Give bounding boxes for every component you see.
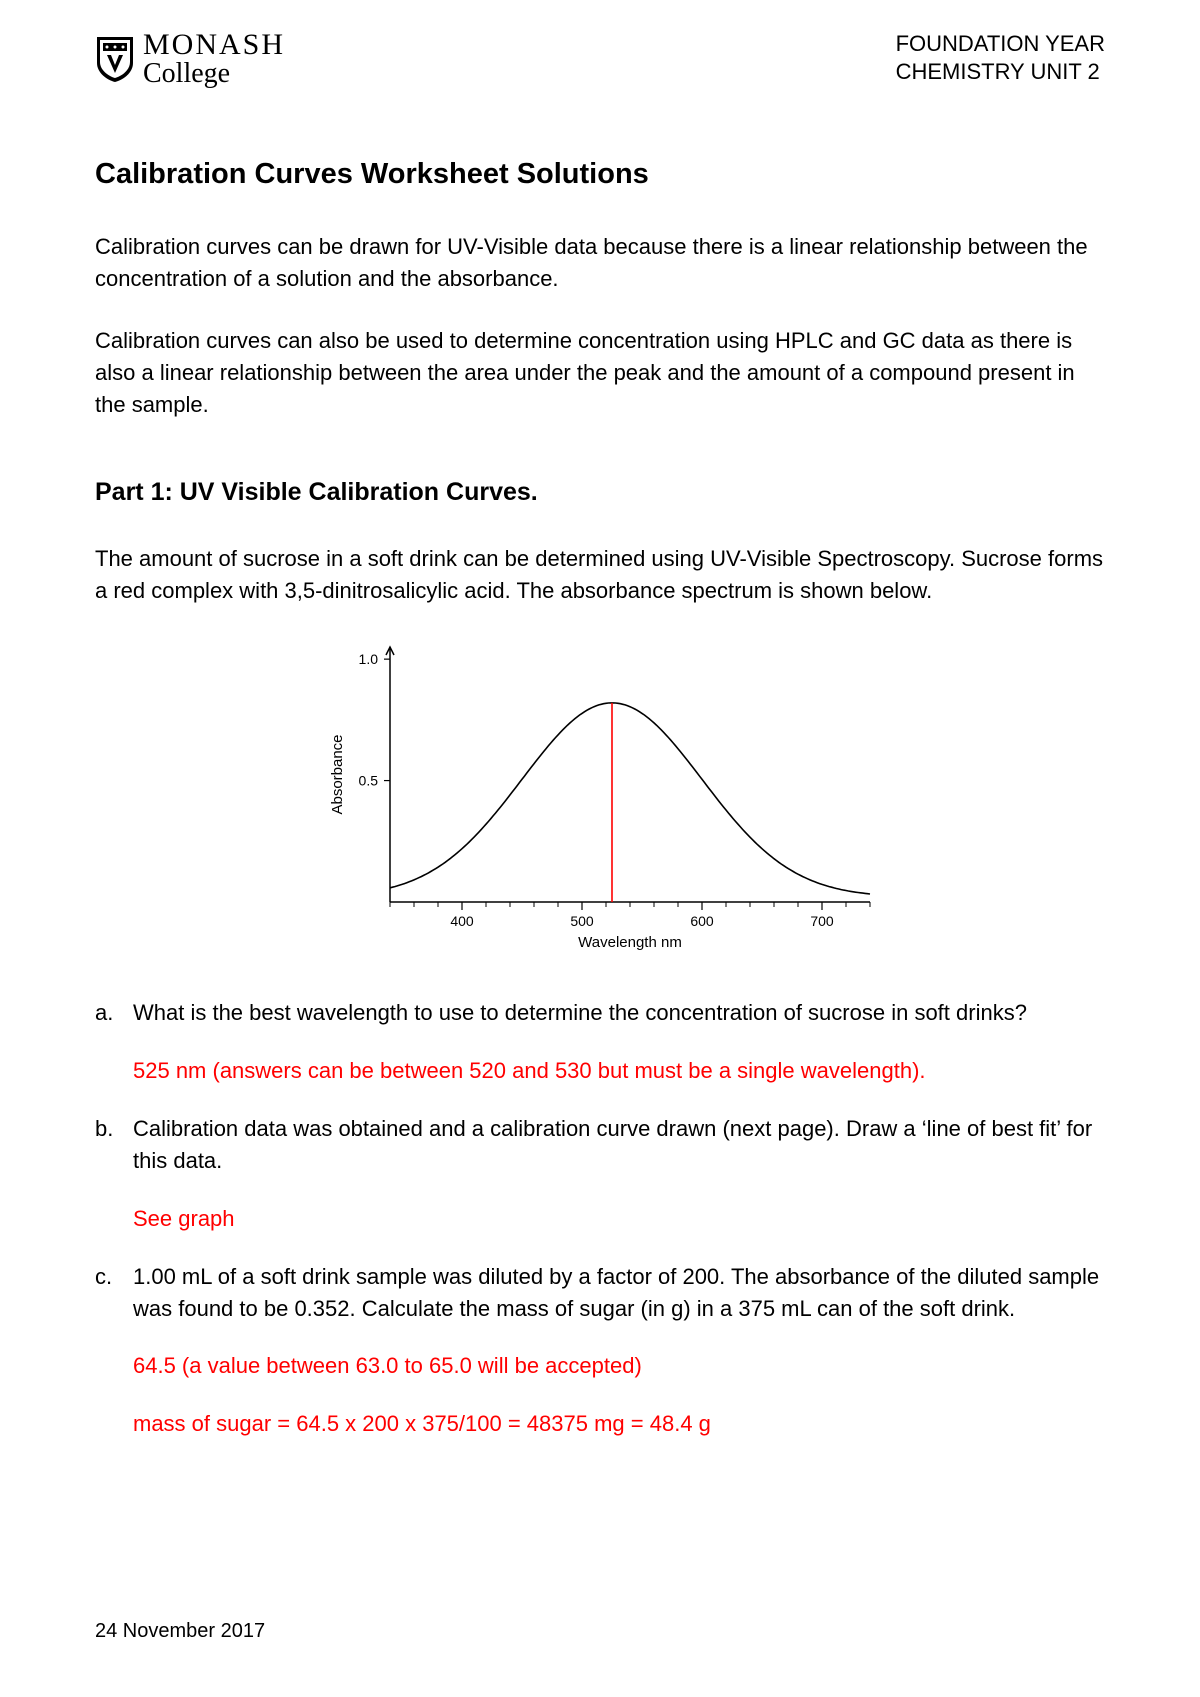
answer-text: 64.5 (a value between 63.0 to 65.0 will …: [133, 1350, 1105, 1382]
page-title: Calibration Curves Worksheet Solutions: [95, 158, 1105, 191]
answer-text: See graph: [133, 1203, 1105, 1235]
logo-line2: College: [143, 60, 285, 88]
svg-text:0.5: 0.5: [359, 773, 379, 789]
svg-text:Wavelength nm: Wavelength nm: [578, 934, 682, 951]
logo-text: MONASH College: [143, 30, 285, 88]
absorbance-spectrum-chart: 400 500 600 700 0.5 1.0 Wavelength nm Absorbanc…: [95, 637, 1105, 957]
svg-text:Absorbance: Absorbance: [329, 735, 346, 815]
footer-date: 24 November 2017: [95, 1620, 265, 1643]
header-line2: CHEMISTRY UNIT 2: [896, 58, 1105, 86]
svg-text:700: 700: [810, 913, 834, 929]
monash-shield-icon: [95, 35, 135, 83]
header-course-info: FOUNDATION YEAR CHEMISTRY UNIT 2: [896, 30, 1105, 85]
part1-heading: Part 1: UV Visible Calibration Curves.: [95, 478, 1105, 507]
question-text: Calibration data was obtained and a cali…: [133, 1113, 1105, 1177]
question-item: c. 1.00 mL of a soft drink sample was dil…: [95, 1261, 1105, 1441]
question-marker: c.: [95, 1261, 112, 1293]
spectrum-svg: 400 500 600 700 0.5 1.0 Wavelength nm Absorbanc…: [310, 637, 890, 957]
question-text: What is the best wavelength to use to de…: [133, 997, 1105, 1029]
part1-intro: The amount of sucrose in a soft drink ca…: [95, 543, 1105, 607]
svg-text:400: 400: [450, 913, 474, 929]
questions-list: a. What is the best wavelength to use to …: [95, 997, 1105, 1440]
header-line1: FOUNDATION YEAR: [896, 30, 1105, 58]
answer-text: 525 nm (answers can be between 520 and 5…: [133, 1055, 1105, 1087]
page-header: MONASH College FOUNDATION YEAR CHEMISTRY…: [95, 30, 1105, 88]
question-text: 1.00 mL of a soft drink sample was dilut…: [133, 1261, 1105, 1325]
intro-paragraph-1: Calibration curves can be drawn for UV-V…: [95, 231, 1105, 295]
question-marker: a.: [95, 997, 113, 1029]
svg-text:500: 500: [570, 913, 594, 929]
logo-line1: MONASH: [143, 30, 285, 60]
logo: MONASH College: [95, 30, 285, 88]
svg-text:1.0: 1.0: [359, 651, 379, 667]
answer-text: mass of sugar = 64.5 x 200 x 375/100 = 4…: [133, 1408, 1105, 1440]
intro-paragraph-2: Calibration curves can also be used to d…: [95, 325, 1105, 421]
svg-text:600: 600: [690, 913, 714, 929]
question-item: a. What is the best wavelength to use to …: [95, 997, 1105, 1087]
question-item: b. Calibration data was obtained and a ca…: [95, 1113, 1105, 1235]
question-marker: b.: [95, 1113, 113, 1145]
